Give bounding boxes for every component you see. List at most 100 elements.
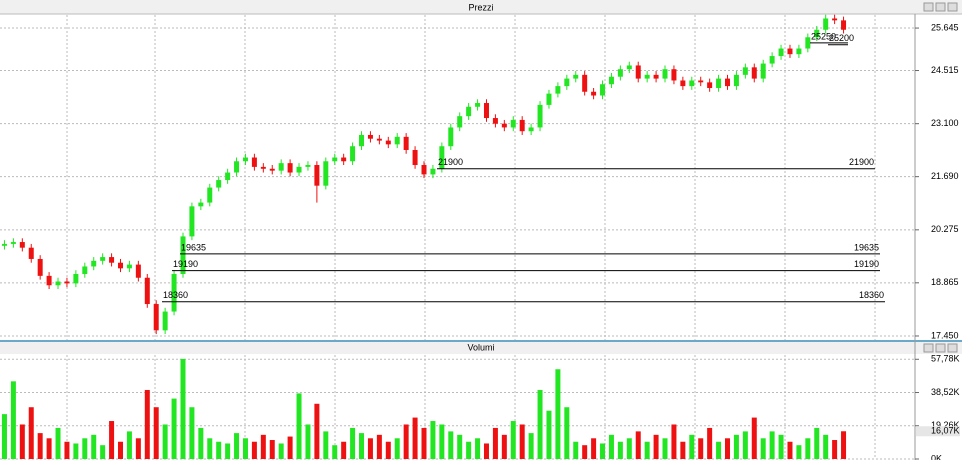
volume-bar [332, 445, 338, 459]
level-label: 18360 [163, 290, 188, 300]
candle-body [537, 104, 543, 128]
volume-bar [742, 431, 748, 459]
candle-body [46, 275, 52, 286]
volume-bar [412, 417, 418, 459]
candle-body [457, 116, 463, 128]
volume-bar [457, 434, 463, 459]
volume-bar [37, 433, 43, 459]
candle-body [385, 140, 391, 145]
volume-bar [10, 381, 16, 459]
candle-body [394, 136, 400, 145]
volume-bar [546, 410, 552, 459]
candle-body [269, 168, 275, 171]
candle-body [1, 243, 7, 246]
candle-body [251, 157, 257, 167]
panel-buttons[interactable] [923, 2, 958, 12]
candle-body [421, 165, 427, 175]
maximize-button[interactable] [935, 2, 946, 12]
candle-body [37, 258, 43, 276]
volume-bar [778, 434, 784, 459]
volume-bar [109, 421, 115, 459]
y-tick-label: 20.275 [931, 224, 959, 234]
volume-bar [73, 443, 79, 459]
candle-body [680, 80, 686, 87]
candle-body [216, 180, 222, 188]
candle-body [278, 163, 284, 171]
volume-bar [439, 424, 445, 459]
candle-body [19, 242, 25, 248]
minimize-button[interactable] [923, 2, 934, 12]
volume-bar [510, 421, 516, 459]
candle-body [260, 166, 266, 169]
close-button[interactable] [947, 2, 958, 12]
current-value-label: 16,07K [931, 426, 960, 436]
candle-body [153, 304, 159, 331]
candle-body [287, 163, 293, 173]
candle-body [126, 264, 132, 269]
candle-body [198, 202, 204, 207]
candle-body [332, 157, 338, 162]
volume-bar [180, 358, 186, 459]
y-tick-label: 23.100 [931, 118, 959, 128]
volume-bar [376, 434, 382, 459]
candle-body [724, 78, 730, 87]
volume-bar [162, 424, 168, 459]
candle-body [448, 127, 454, 147]
y-tick-label: 24.515 [931, 65, 959, 75]
candle-body [742, 67, 748, 75]
volume-bar [269, 440, 275, 459]
candle-body [475, 103, 481, 107]
panel-title: Prezzi [468, 2, 493, 12]
candle-body [341, 157, 347, 162]
volume-bar [403, 424, 409, 459]
volume-bar [171, 398, 177, 459]
volume-bar [573, 441, 579, 459]
candle-body [582, 74, 588, 92]
volume-bar [323, 431, 329, 459]
volume-bar [814, 427, 820, 459]
volume-bar [841, 431, 847, 459]
candle-body [510, 119, 516, 128]
y-tick-label: 21.690 [931, 171, 959, 181]
candle-body [671, 69, 677, 81]
close-button[interactable] [947, 343, 958, 353]
volume-bar [501, 434, 507, 459]
candle-body [733, 74, 739, 87]
volume-bar [198, 427, 204, 459]
y-tick-label: 57,78K [931, 354, 960, 364]
minimize-button[interactable] [923, 343, 934, 353]
level-label: 18360 [859, 290, 884, 300]
volume-bar [689, 434, 695, 459]
candle-body [64, 281, 70, 284]
volume-bar [555, 369, 561, 459]
volume-bar [796, 445, 802, 459]
candle-body [242, 157, 248, 162]
volume-bar [448, 431, 454, 459]
candle-body [626, 65, 632, 70]
volume-bar [278, 443, 284, 459]
y-tick-label: 17.450 [931, 330, 959, 340]
candle-body [591, 91, 597, 96]
level-label: 25200 [829, 33, 854, 43]
candle-body [635, 65, 641, 79]
candle-body [778, 48, 784, 57]
volume-bar [225, 443, 231, 459]
maximize-button[interactable] [935, 343, 946, 353]
candle-body [350, 146, 356, 162]
candle-body [376, 138, 382, 141]
volume-bar [421, 427, 427, 459]
volume-bar [296, 393, 302, 459]
panel-buttons[interactable] [923, 343, 958, 353]
candle-body [608, 76, 614, 85]
volume-bar [733, 434, 739, 459]
candle-body [180, 236, 186, 274]
candle-body [144, 277, 150, 305]
volume-bar [787, 441, 793, 459]
volume-bar [305, 424, 311, 459]
volume-bar [28, 407, 34, 459]
volume-bar [314, 403, 320, 459]
volume-bar [635, 431, 641, 459]
volume-bar [716, 441, 722, 459]
candle-body [564, 78, 570, 87]
volume-bar [769, 431, 775, 459]
